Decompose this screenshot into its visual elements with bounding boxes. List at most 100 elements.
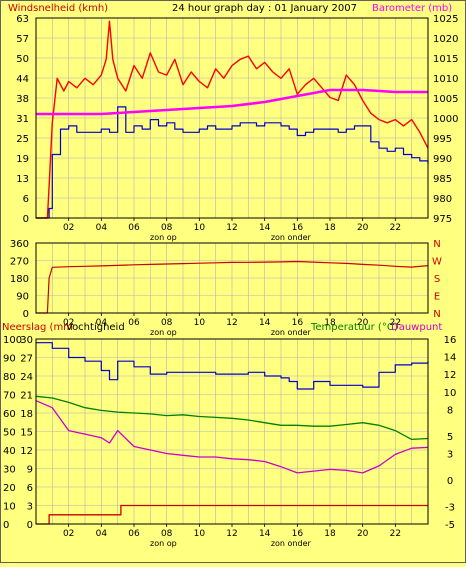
y-right-tick-label: 16 <box>444 335 457 346</box>
y-rain-tick-label: 24 <box>20 372 33 383</box>
y-right-tick-label: 1010 <box>433 74 458 85</box>
sunrise-label: zon op <box>150 233 177 242</box>
x-tick-label: 20 <box>357 318 369 328</box>
y-humidity-tick-label: 100 <box>3 335 22 346</box>
x-tick-label: 10 <box>194 223 206 233</box>
x-tick-label: 04 <box>96 529 108 539</box>
compass-label: N <box>433 239 440 250</box>
sunset-label: zon onder <box>271 539 312 548</box>
y-left-tick-label: 0 <box>23 309 29 320</box>
x-tick-label: 06 <box>128 318 140 328</box>
y-humidity-tick-label: 0 <box>3 520 9 531</box>
compass-label: S <box>434 274 440 285</box>
y-humidity-tick-label: 30 <box>3 465 16 476</box>
x-tick-label: 06 <box>128 529 140 539</box>
y-rain-tick-label: 15 <box>20 428 33 439</box>
barometer-axis-label: Barometer (mb) <box>372 3 452 14</box>
x-tick-label: 06 <box>128 223 140 233</box>
temperature-axis-label: Temperatuur (°C) <box>310 322 398 333</box>
y-right-tick-label: 985 <box>433 174 452 185</box>
x-tick-label: 10 <box>194 318 206 328</box>
y-left-tick-label: 38 <box>16 94 29 105</box>
wind-speed-series-line <box>36 106 429 219</box>
y-rain-tick-label: 21 <box>20 391 33 402</box>
y-right-tick-label: 1015 <box>433 54 458 65</box>
y-left-tick-label: 57 <box>16 34 29 45</box>
y-right-tick-label: 975 <box>433 214 452 225</box>
y-left-tick-label: 25 <box>16 134 29 145</box>
y-left-tick-label: 0 <box>23 214 29 225</box>
sunrise-label: zon op <box>150 328 177 337</box>
y-rain-tick-label: 0 <box>27 520 33 531</box>
wind-axis-label: Windsnelheid (kmh) <box>8 3 108 14</box>
compass-label: N <box>433 309 440 320</box>
humidity-series-line <box>36 342 429 390</box>
x-tick-label: 08 <box>161 529 173 539</box>
barometer-series-line <box>36 88 428 116</box>
y-rain-tick-label: 9 <box>27 465 33 476</box>
x-tick-label: 04 <box>96 223 108 233</box>
y-humidity-tick-label: 10 <box>3 502 16 513</box>
y-left-tick-label: 180 <box>10 274 29 285</box>
x-tick-label: 08 <box>161 223 173 233</box>
y-right-tick-label: 0 <box>447 476 453 487</box>
y-right-tick-label: 3 <box>447 450 453 461</box>
y-right-tick-label: -3 <box>445 502 455 513</box>
y-right-tick-label: 10 <box>444 388 457 399</box>
x-tick-label: 04 <box>96 318 108 328</box>
y-rain-tick-label: 3 <box>27 502 33 513</box>
x-tick-label: 02 <box>63 529 74 539</box>
chart-title: 24 hour graph day : 01 January 2007 <box>172 3 357 14</box>
sunset-label: zon onder <box>271 328 312 337</box>
y-rain-tick-label: 27 <box>20 354 33 365</box>
y-right-tick-label: 995 <box>433 134 452 145</box>
y-right-tick-label: 990 <box>433 154 452 165</box>
dewpoint-axis-label: Dauwpunt <box>391 322 442 333</box>
y-right-tick-label: 12 <box>444 370 457 381</box>
x-tick-label: 14 <box>259 318 271 328</box>
y-left-tick-label: 63 <box>16 14 29 25</box>
x-tick-label: 18 <box>324 529 336 539</box>
x-tick-label: 12 <box>226 223 237 233</box>
y-rain-tick-label: 30 <box>20 335 33 346</box>
y-humidity-tick-label: 90 <box>3 354 16 365</box>
y-rain-tick-label: 18 <box>20 409 33 420</box>
x-tick-label: 14 <box>259 223 271 233</box>
y-humidity-tick-label: 40 <box>3 446 16 457</box>
x-tick-label: 18 <box>324 223 336 233</box>
x-tick-label: 02 <box>63 223 74 233</box>
x-tick-label: 16 <box>292 529 304 539</box>
humidity-temperature-panel: 0102030405060708090100036912151821242730… <box>3 335 456 548</box>
temperature-series-line <box>35 395 429 441</box>
compass-label: E <box>434 292 440 303</box>
humidity-axis-label: Vochtigheid <box>66 322 125 333</box>
y-humidity-tick-label: 70 <box>3 391 16 402</box>
compass-label: W <box>432 257 442 268</box>
wind-direction-series-line <box>36 260 429 314</box>
x-tick-label: 22 <box>390 529 401 539</box>
sunrise-label: zon op <box>150 539 177 548</box>
y-right-tick-label: 1025 <box>433 14 458 25</box>
x-tick-label: 12 <box>226 529 237 539</box>
x-tick-label: 12 <box>226 318 237 328</box>
rain-axis-label: Neerslag (mm <box>2 322 73 333</box>
y-right-tick-label: 1005 <box>433 94 458 105</box>
y-humidity-tick-label: 60 <box>3 409 16 420</box>
y-right-tick-label: 14 <box>444 353 457 364</box>
y-humidity-tick-label: 80 <box>3 372 16 383</box>
x-tick-label: 22 <box>390 223 401 233</box>
x-tick-label: 10 <box>194 529 206 539</box>
y-humidity-tick-label: 20 <box>3 483 16 494</box>
sunset-label: zon onder <box>271 233 312 242</box>
x-tick-label: 22 <box>390 318 401 328</box>
y-right-tick-label: 5 <box>447 432 453 443</box>
y-right-tick-label: 980 <box>433 194 452 205</box>
y-humidity-tick-label: 50 <box>3 428 16 439</box>
y-left-tick-label: 31 <box>16 114 29 125</box>
y-rain-tick-label: 6 <box>27 483 33 494</box>
y-left-tick-label: 44 <box>16 74 29 85</box>
